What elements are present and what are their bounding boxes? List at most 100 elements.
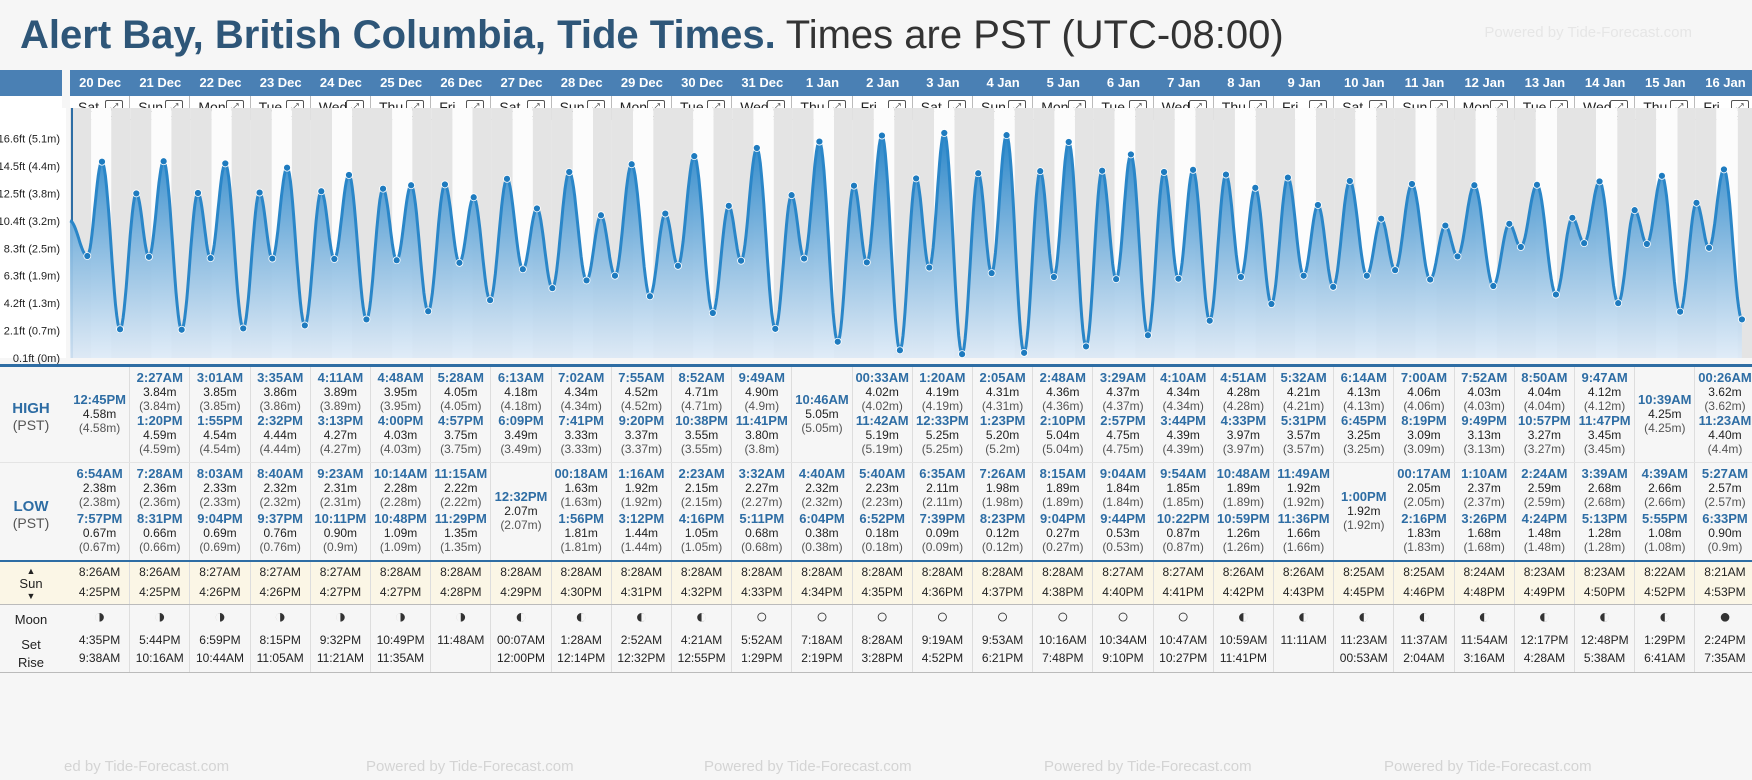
tide-extreme-point[interactable] bbox=[1453, 252, 1462, 261]
tide-extreme-point[interactable] bbox=[1720, 165, 1728, 174]
tide-extreme-point[interactable] bbox=[800, 254, 809, 263]
tide-extreme-point[interactable] bbox=[661, 209, 670, 218]
powered-by-link-4[interactable]: Powered by Tide-Forecast.com bbox=[1044, 758, 1252, 775]
tide-extreme-point[interactable] bbox=[362, 315, 371, 324]
tide-extreme-point[interactable] bbox=[1377, 214, 1386, 223]
tide-extreme-point[interactable] bbox=[345, 171, 353, 179]
tide-extreme-point[interactable] bbox=[98, 157, 106, 166]
tide-extreme-point[interactable] bbox=[1144, 331, 1152, 340]
tide-extreme-point[interactable] bbox=[159, 157, 168, 166]
tide-extreme-point[interactable] bbox=[392, 256, 401, 265]
tide-extreme-point[interactable] bbox=[379, 184, 387, 193]
tide-extreme-point[interactable] bbox=[1329, 282, 1338, 291]
tide-extreme-point[interactable] bbox=[940, 129, 949, 137]
tide-extreme-point[interactable] bbox=[1705, 243, 1713, 252]
tide-extreme-point[interactable] bbox=[708, 309, 717, 317]
tide-extreme-point[interactable] bbox=[674, 261, 682, 270]
tide-extreme-point[interactable] bbox=[974, 169, 983, 178]
tide-extreme-point[interactable] bbox=[833, 337, 842, 346]
tide-extreme-point[interactable] bbox=[317, 187, 326, 196]
tide-extreme-point[interactable] bbox=[565, 168, 574, 176]
tide-extreme-point[interactable] bbox=[1267, 300, 1276, 308]
tide-extreme-point[interactable] bbox=[1441, 221, 1450, 230]
tide-extreme-point[interactable] bbox=[1738, 315, 1746, 324]
tide-extreme-point[interactable] bbox=[1470, 181, 1479, 190]
tide-extreme-point[interactable] bbox=[1049, 273, 1058, 281]
tide-extreme-point[interactable] bbox=[597, 211, 605, 220]
tide-extreme-point[interactable] bbox=[1676, 307, 1685, 316]
tide-extreme-point[interactable] bbox=[1489, 282, 1498, 290]
tide-extreme-point[interactable] bbox=[878, 131, 886, 140]
tide-extreme-point[interactable] bbox=[1236, 273, 1245, 281]
powered-by-link-5[interactable]: Powered by Tide-Forecast.com bbox=[1384, 758, 1592, 775]
powered-by-link-1[interactable]: ed by Tide-Forecast.com bbox=[64, 758, 230, 775]
tide-extreme-point[interactable] bbox=[787, 191, 796, 200]
tide-extreme-point[interactable] bbox=[1362, 271, 1371, 280]
tide-extreme-point[interactable] bbox=[486, 296, 495, 305]
tide-extreme-point[interactable] bbox=[1516, 243, 1525, 251]
tide-extreme-point[interactable] bbox=[300, 321, 309, 330]
tide-extreme-point[interactable] bbox=[518, 265, 527, 274]
tide-extreme-point[interactable] bbox=[469, 193, 478, 202]
tide-extreme-point[interactable] bbox=[1205, 316, 1214, 325]
tide-extreme-point[interactable] bbox=[1082, 342, 1090, 351]
tide-extreme-point[interactable] bbox=[1112, 275, 1121, 284]
tide-extreme-point[interactable] bbox=[1580, 239, 1589, 248]
tide-extreme-point[interactable] bbox=[1658, 171, 1666, 180]
tide-extreme-point[interactable] bbox=[239, 324, 248, 333]
tide-extreme-point[interactable] bbox=[912, 174, 921, 183]
tide-extreme-point[interactable] bbox=[1064, 138, 1073, 146]
tide-extreme-point[interactable] bbox=[1174, 274, 1183, 283]
tide-extreme-point[interactable] bbox=[646, 292, 654, 301]
tide-extreme-point[interactable] bbox=[1552, 290, 1560, 299]
tide-extreme-point[interactable] bbox=[194, 189, 202, 197]
tide-extreme-point[interactable] bbox=[690, 152, 699, 161]
tide-extreme-point[interactable] bbox=[330, 255, 339, 263]
tide-extreme-point[interactable] bbox=[1314, 201, 1322, 209]
tide-extreme-point[interactable] bbox=[206, 254, 215, 263]
tide-extreme-point[interactable] bbox=[503, 174, 511, 183]
tide-extreme-point[interactable] bbox=[815, 137, 824, 146]
tide-extreme-point[interactable] bbox=[1036, 167, 1045, 176]
tide-extreme-point[interactable] bbox=[1020, 348, 1029, 357]
tide-extreme-point[interactable] bbox=[1222, 170, 1230, 179]
tide-extreme-point[interactable] bbox=[1692, 198, 1701, 207]
tide-extreme-point[interactable] bbox=[177, 325, 186, 334]
tide-extreme-point[interactable] bbox=[1595, 177, 1604, 186]
tide-extreme-point[interactable] bbox=[862, 258, 871, 267]
tide-extreme-point[interactable] bbox=[1299, 271, 1308, 280]
tide-extreme-point[interactable] bbox=[771, 324, 780, 333]
tide-extreme-point[interactable] bbox=[83, 252, 92, 260]
tide-extreme-point[interactable] bbox=[1345, 177, 1354, 185]
tide-extreme-point[interactable] bbox=[1630, 206, 1639, 215]
tide-extreme-point[interactable] bbox=[737, 256, 745, 265]
tide-extreme-point[interactable] bbox=[1391, 266, 1400, 275]
tide-extreme-point[interactable] bbox=[1098, 166, 1107, 175]
tide-extreme-point[interactable] bbox=[1126, 150, 1135, 159]
tide-extreme-point[interactable] bbox=[1568, 213, 1577, 222]
tide-extreme-point[interactable] bbox=[1614, 299, 1623, 308]
tide-extreme-point[interactable] bbox=[533, 204, 541, 213]
tide-extreme-point[interactable] bbox=[407, 181, 416, 190]
tide-extreme-point[interactable] bbox=[925, 263, 934, 272]
tide-extreme-point[interactable] bbox=[132, 189, 141, 198]
tide-extreme-point[interactable] bbox=[221, 159, 230, 168]
tide-extreme-point[interactable] bbox=[1002, 131, 1011, 140]
tide-extreme-point[interactable] bbox=[1505, 219, 1514, 228]
tide-extreme-point[interactable] bbox=[850, 181, 858, 190]
tide-extreme-point[interactable] bbox=[268, 254, 277, 263]
tide-extreme-point[interactable] bbox=[1408, 180, 1416, 188]
powered-by-link-3[interactable]: Powered by Tide-Forecast.com bbox=[704, 758, 912, 775]
tide-extreme-point[interactable] bbox=[987, 269, 996, 278]
tide-extreme-point[interactable] bbox=[548, 284, 557, 293]
tide-extreme-point[interactable] bbox=[424, 307, 433, 316]
tide-extreme-point[interactable] bbox=[283, 163, 291, 172]
tide-extreme-point[interactable] bbox=[611, 271, 619, 280]
tide-extreme-point[interactable] bbox=[1189, 165, 1197, 174]
tide-extreme-point[interactable] bbox=[958, 350, 966, 359]
powered-by-top[interactable]: Powered by Tide-Forecast.com bbox=[1484, 24, 1692, 41]
tide-extreme-point[interactable] bbox=[724, 201, 733, 210]
powered-by-link-2[interactable]: Powered by Tide-Forecast.com bbox=[366, 758, 574, 775]
tide-extreme-point[interactable] bbox=[1160, 168, 1168, 176]
tide-extreme-point[interactable] bbox=[441, 180, 449, 189]
